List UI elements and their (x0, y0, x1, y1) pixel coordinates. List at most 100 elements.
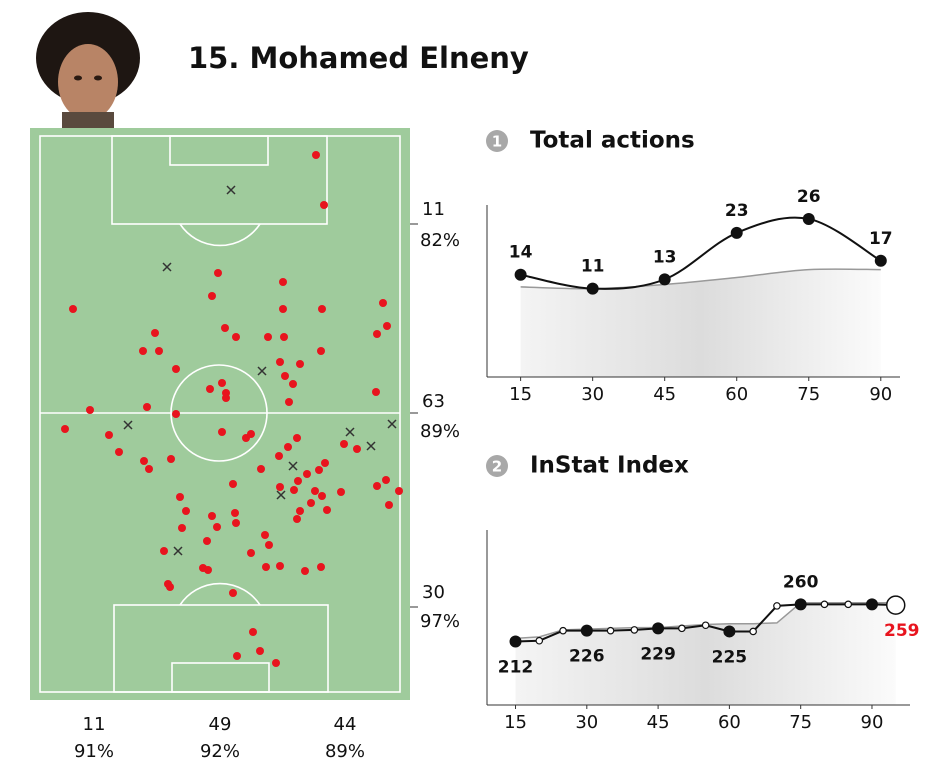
action-dot (167, 455, 175, 463)
point (678, 624, 686, 633)
point (606, 626, 615, 635)
value-label: 23 (725, 201, 749, 221)
point (630, 626, 639, 634)
action-dot (229, 589, 237, 597)
x-tick-label: 45 (653, 384, 676, 405)
action-dot (151, 329, 159, 337)
failed-action (226, 185, 236, 195)
action-dot (86, 406, 94, 414)
action-dot (320, 201, 328, 209)
action-dot (293, 515, 301, 523)
player-photo (36, 12, 140, 128)
action-dot (296, 507, 304, 515)
action-dot (145, 465, 153, 473)
x-tick-label: 90 (861, 712, 884, 733)
action-dot (208, 512, 216, 520)
failed-action (387, 419, 397, 429)
failed-action (123, 420, 133, 430)
x-tick-label: 30 (575, 712, 598, 733)
action-dot (218, 379, 226, 387)
action-dot (373, 330, 381, 338)
x-tick-label: 60 (718, 712, 741, 733)
action-dot (285, 398, 293, 406)
action-dot (276, 483, 284, 491)
point (559, 626, 567, 635)
action-dot (318, 492, 326, 500)
action-dot (213, 523, 221, 531)
zone-count: 11 (83, 714, 106, 735)
action-dot (383, 322, 391, 330)
failed-action (345, 427, 355, 437)
action-dot (214, 269, 222, 277)
action-dot (182, 507, 190, 515)
value-label: 14 (509, 243, 533, 263)
action-dot (372, 388, 380, 396)
point (509, 635, 522, 648)
action-dot (382, 476, 390, 484)
action-dot (284, 443, 292, 451)
action-dot (303, 470, 311, 478)
value-label: 225 (712, 647, 748, 667)
zone-count: 11 (422, 199, 445, 220)
zone-pct: 97% (420, 611, 460, 632)
value-label: 11 (581, 257, 605, 277)
action-dot (222, 394, 230, 402)
action-dot (257, 465, 265, 473)
action-dot (115, 448, 123, 456)
failed-action (162, 262, 172, 272)
zone-ticks (410, 223, 418, 608)
action-dot (280, 333, 288, 341)
action-dot (307, 499, 315, 507)
value-label: 229 (640, 644, 676, 664)
action-dot (275, 452, 283, 460)
zone-count: 44 (334, 714, 357, 735)
value-label: 259 (884, 621, 920, 641)
value-label: 26 (797, 187, 821, 207)
action-dot (395, 487, 403, 495)
action-dot (373, 482, 381, 490)
action-dot (379, 299, 387, 307)
action-dot (276, 358, 284, 366)
failed-action (276, 490, 286, 500)
action-dot (279, 305, 287, 313)
action-dot (294, 477, 302, 485)
zone-count: 30 (422, 582, 445, 603)
zone-pct: 89% (420, 421, 460, 442)
action-dot (160, 547, 168, 555)
point (749, 627, 757, 636)
failed-action (257, 366, 267, 376)
action-dot (321, 459, 329, 467)
x-tick-label: 75 (797, 384, 820, 405)
x-tick-label: 90 (869, 384, 892, 405)
point (580, 624, 593, 637)
action-dot (256, 647, 264, 655)
action-dot (262, 563, 270, 571)
action-dot (272, 659, 280, 667)
action-dot (276, 562, 284, 570)
action-dot (218, 428, 226, 436)
action-dot (61, 425, 69, 433)
action-dot (247, 430, 255, 438)
action-dot (206, 385, 214, 393)
failed-action (288, 461, 298, 471)
action-dot (172, 365, 180, 373)
action-dot (301, 567, 309, 575)
zone-pct: 92% (200, 741, 240, 762)
area (520, 269, 881, 377)
point (652, 622, 665, 635)
action-dot (337, 488, 345, 496)
action-dot (289, 380, 297, 388)
action-dot (208, 292, 216, 300)
pitch (30, 128, 410, 700)
zone-count: 63 (422, 391, 445, 412)
action-dot (317, 347, 325, 355)
section-badge (486, 455, 508, 477)
area (515, 602, 896, 705)
failed-action (173, 546, 183, 556)
value-label: 226 (569, 647, 605, 667)
point (730, 226, 743, 239)
x-tick-label: 45 (647, 712, 670, 733)
action-dot (290, 486, 298, 494)
action-dot (233, 652, 241, 660)
action-dot (69, 305, 77, 313)
